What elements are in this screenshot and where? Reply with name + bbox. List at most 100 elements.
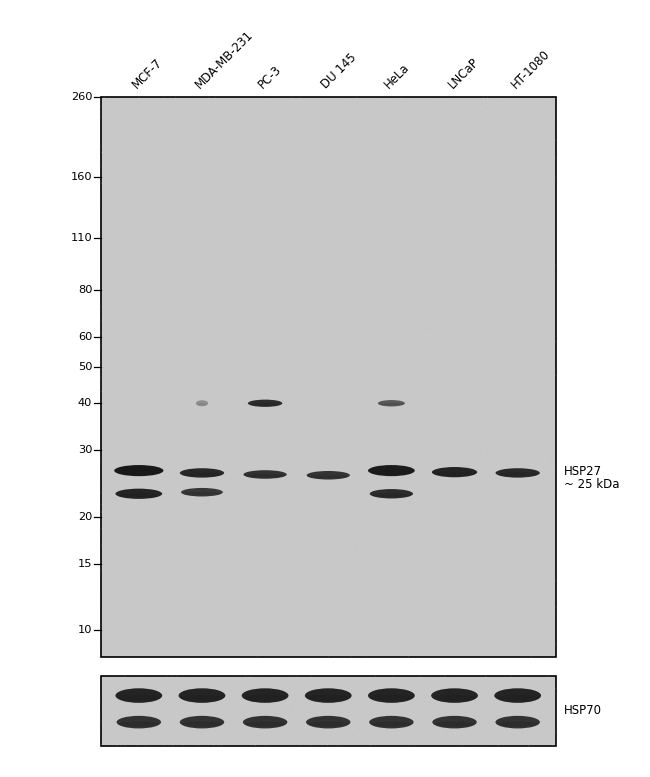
Point xyxy=(192,325,202,337)
Point xyxy=(162,100,172,113)
Point xyxy=(372,192,382,204)
Point xyxy=(393,278,404,291)
Point xyxy=(120,545,130,558)
Point xyxy=(265,721,276,733)
Point xyxy=(513,283,523,295)
Point xyxy=(219,632,229,645)
Point xyxy=(211,188,222,200)
Point xyxy=(202,735,213,747)
Point xyxy=(276,708,287,720)
Point xyxy=(237,636,247,648)
Point xyxy=(447,249,457,261)
Point xyxy=(311,204,321,216)
Point xyxy=(527,310,538,322)
Point xyxy=(416,185,426,197)
Point xyxy=(206,481,216,493)
Point xyxy=(506,537,516,549)
Point xyxy=(111,692,122,704)
Point xyxy=(179,278,189,291)
Point xyxy=(377,516,387,528)
Point xyxy=(200,375,210,388)
Point xyxy=(317,721,328,733)
Point xyxy=(389,696,399,709)
Point xyxy=(266,260,276,272)
Point xyxy=(316,152,326,164)
Point xyxy=(346,637,356,650)
Point xyxy=(295,699,306,712)
Point xyxy=(415,441,426,453)
Point xyxy=(421,363,431,375)
Point xyxy=(305,693,315,706)
Point xyxy=(469,197,479,210)
Point xyxy=(161,692,171,704)
Point xyxy=(181,117,192,129)
Point xyxy=(374,465,384,478)
Point xyxy=(379,706,389,718)
Point xyxy=(209,226,220,239)
Point xyxy=(132,97,142,110)
Point xyxy=(151,171,161,183)
Point xyxy=(380,237,390,249)
Point xyxy=(511,601,521,614)
Point xyxy=(382,717,393,730)
Point xyxy=(504,99,514,111)
Point xyxy=(489,672,499,685)
Point xyxy=(391,193,401,206)
Point xyxy=(173,155,183,168)
Point xyxy=(143,566,153,578)
Point xyxy=(112,370,122,382)
Point xyxy=(314,726,324,739)
Point xyxy=(435,677,445,689)
Point xyxy=(210,700,220,713)
Point xyxy=(120,351,131,364)
Point xyxy=(416,646,426,659)
Point xyxy=(528,502,539,514)
Point xyxy=(112,616,122,629)
Point xyxy=(508,444,519,457)
Point xyxy=(208,402,218,415)
Point xyxy=(298,117,309,129)
Point xyxy=(124,412,135,424)
Point xyxy=(122,525,132,538)
Point xyxy=(545,701,556,713)
Point xyxy=(283,587,293,599)
Point xyxy=(489,614,500,626)
Point xyxy=(315,143,326,155)
Point xyxy=(292,311,303,323)
Point xyxy=(290,712,300,724)
Point xyxy=(175,269,185,281)
Point xyxy=(181,588,192,601)
Point xyxy=(127,298,138,311)
Point xyxy=(363,251,374,263)
Point xyxy=(263,294,274,307)
Point xyxy=(262,330,272,343)
Point xyxy=(488,133,499,145)
Point xyxy=(155,253,166,266)
Point xyxy=(422,724,432,737)
Point xyxy=(403,134,413,147)
Point xyxy=(350,166,360,178)
Point xyxy=(196,386,207,399)
Point xyxy=(396,732,406,744)
Point xyxy=(170,505,181,517)
Point xyxy=(535,416,545,429)
Point xyxy=(445,412,456,424)
Point xyxy=(472,266,482,278)
Point xyxy=(188,710,198,723)
Point xyxy=(524,225,534,237)
Point xyxy=(178,301,188,314)
Point xyxy=(262,517,272,529)
Point xyxy=(309,340,320,353)
Point xyxy=(311,299,321,312)
Point xyxy=(383,152,393,164)
Point xyxy=(127,703,137,716)
Point xyxy=(356,292,366,305)
Point xyxy=(389,734,399,747)
Point xyxy=(168,730,178,742)
Point xyxy=(167,312,177,324)
Point xyxy=(463,239,473,252)
Point xyxy=(485,561,495,573)
Point xyxy=(261,228,272,241)
Point xyxy=(464,559,474,571)
Point xyxy=(380,702,390,714)
